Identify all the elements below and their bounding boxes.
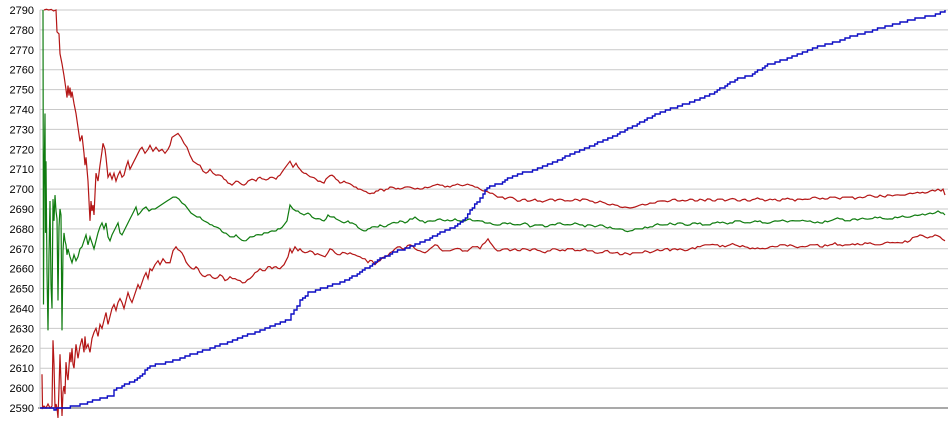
y-axis-label: 2640	[10, 304, 34, 316]
y-axis-label: 2710	[10, 164, 34, 176]
y-axis-label: 2630	[10, 323, 34, 335]
y-axis-label: 2620	[10, 343, 34, 355]
series-lower-band-red	[41, 234, 946, 418]
y-axis-label: 2790	[10, 5, 34, 17]
y-axis-label: 2730	[10, 124, 34, 136]
series-middle-band-green	[42, 9, 946, 331]
y-axis-label: 2590	[10, 403, 34, 415]
y-axis-label: 2680	[10, 224, 34, 236]
y-axis-label: 2750	[10, 85, 34, 97]
y-axis-label: 2760	[10, 65, 34, 77]
y-axis-label: 2670	[10, 244, 34, 256]
y-axis-label: 2660	[10, 264, 34, 276]
y-axis-label: 2690	[10, 204, 34, 216]
series-cumulative-line-blue	[40, 10, 946, 411]
y-axis-label: 2720	[10, 144, 34, 156]
y-axis-label: 2780	[10, 25, 34, 37]
y-axis-label: 2610	[10, 363, 34, 375]
y-axis-label: 2650	[10, 284, 34, 296]
y-axis-label: 2770	[10, 45, 34, 57]
y-axis-label: 2740	[10, 105, 34, 117]
gridlines	[38, 9, 948, 409]
y-axis-label: 2700	[10, 184, 34, 196]
y-axis-labels: 2790 2780 2770 2760 2750 2740 2730 2720 2710 2700…	[10, 5, 34, 415]
series-upper-band-red	[43, 8, 946, 221]
y-axis-label: 2600	[10, 383, 34, 395]
